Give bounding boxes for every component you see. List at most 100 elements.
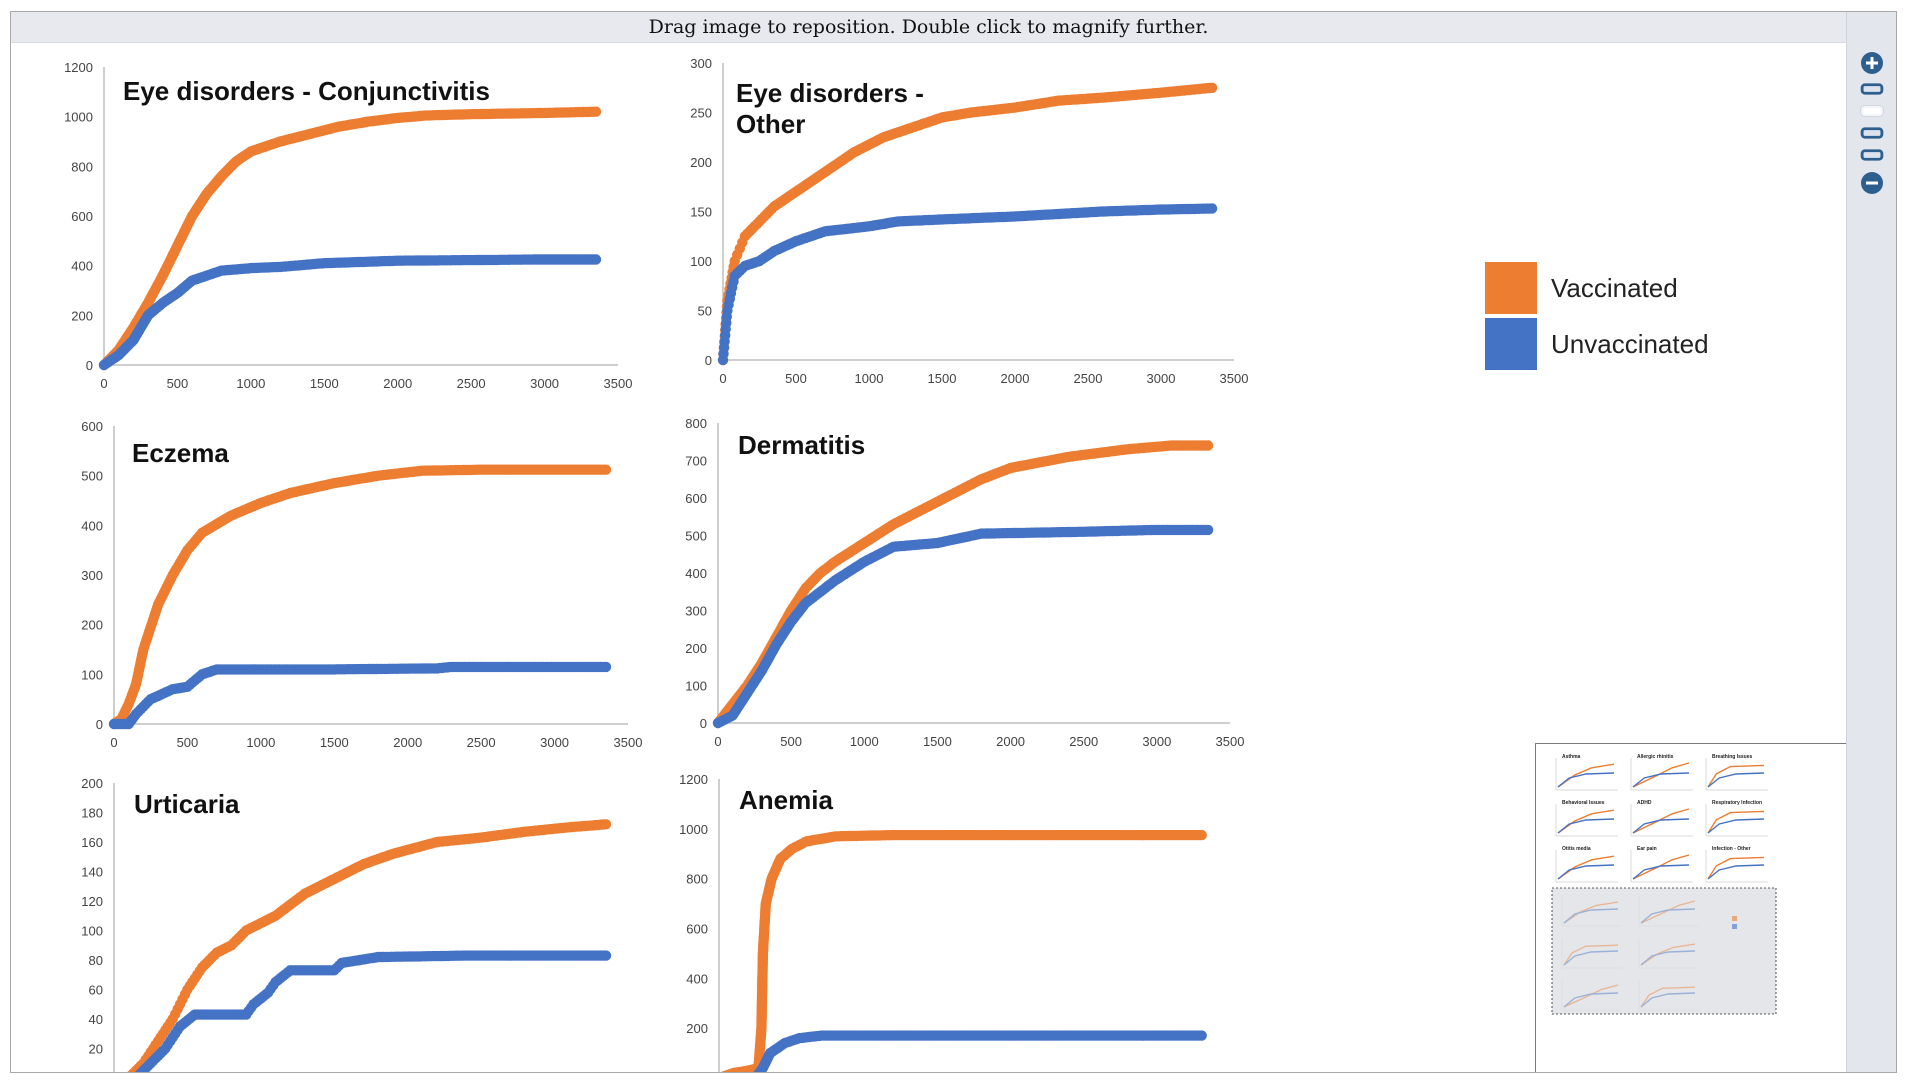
y-tick-label: 1000 (679, 822, 708, 837)
minimap-panel: Infection - Other (1705, 846, 1768, 883)
zoom-level-2[interactable] (1860, 102, 1884, 120)
series-unvaccinated (717, 203, 1218, 366)
instruction-bar: Drag image to reposition. Double click t… (11, 12, 1846, 43)
minimap-view-rect[interactable] (1551, 887, 1777, 1015)
chart-title: Eye disorders - (736, 78, 924, 108)
image-viewport[interactable]: 0 200 400 600 800 1000 1200 0 500 1000 1500 2000 250… (11, 43, 1846, 1072)
legend-item-unvaccinated: Unvaccinated (1485, 318, 1709, 370)
y-tick-label: 200 (81, 776, 103, 791)
y-tick-label: 250 (690, 106, 712, 121)
minimap-panel-title: Respiratory Infection (1712, 800, 1762, 806)
minimap-panel (1638, 938, 1699, 969)
y-tick-label: 200 (690, 155, 712, 170)
y-tick-label: 0 (700, 716, 707, 731)
y-tick-label: 600 (686, 922, 708, 937)
minimap-panel-title: ADHD (1637, 800, 1652, 806)
minimap-panel: ADHD (1630, 800, 1693, 837)
y-tick-label: 60 (89, 983, 103, 998)
zoom-level-bar-icon (1860, 149, 1884, 161)
y-tick-label: 200 (686, 1021, 708, 1036)
series-unvaccinated (712, 524, 1214, 729)
zoom-sidebar (1846, 12, 1896, 1072)
legend-swatch-vaccinated (1485, 262, 1537, 314)
x-tick-label: 2000 (996, 734, 1025, 749)
x-tick-label: 1500 (310, 376, 339, 391)
y-tick-label: 400 (81, 518, 103, 533)
x-tick-label: 500 (780, 734, 802, 749)
zoom-in-button[interactable] (1860, 50, 1884, 76)
x-tick-label: 2500 (457, 376, 486, 391)
x-tick-label: 2000 (383, 376, 412, 391)
data-point (600, 819, 612, 830)
series-vaccinated (720, 829, 1207, 1072)
minimap-panel (1561, 938, 1622, 969)
x-tick-label: 1000 (855, 371, 884, 386)
minimap-panel (1638, 896, 1699, 927)
y-tick-label: 180 (81, 806, 103, 821)
x-tick-label: 3500 (614, 735, 643, 750)
minimap-panel-title: Ear pain (1637, 846, 1657, 852)
data-point (1202, 440, 1214, 451)
y-tick-label: 700 (685, 454, 707, 469)
y-tick-label: 800 (686, 872, 708, 887)
minimap-panel-title: Infection - Other (1712, 846, 1751, 852)
zoom-level-bar-icon (1860, 127, 1884, 139)
x-tick-label: 1000 (850, 734, 879, 749)
y-tick-label: 150 (690, 205, 712, 220)
y-tick-label: 160 (81, 835, 103, 850)
x-tick-label: 1500 (928, 371, 957, 386)
series-unvaccinated (98, 254, 602, 371)
y-tick-label: 300 (690, 56, 712, 71)
minimap-panel-title: Breathing Issues (1712, 754, 1753, 760)
x-tick-label: 3000 (540, 735, 569, 750)
chart-title: Eczema (132, 438, 229, 468)
y-tick-label: 500 (81, 469, 103, 484)
minimap-panel-title: Allergic rhinitis (1637, 754, 1674, 760)
x-tick-label: 0 (100, 376, 107, 391)
zoom-out-button[interactable] (1860, 170, 1884, 196)
x-tick-label: 3000 (1142, 734, 1171, 749)
zoom-level-bar-icon (1860, 83, 1884, 95)
series-vaccinated (712, 440, 1214, 729)
series-unvaccinated (108, 661, 612, 730)
zoom-level-1[interactable] (1860, 80, 1884, 98)
y-tick-label: 140 (81, 865, 103, 880)
chart-title: Other (736, 109, 805, 139)
y-tick-label: 40 (89, 1012, 103, 1027)
chart-title: Urticaria (134, 789, 240, 819)
minimap-navigator[interactable]: Asthma Allergic rhinitis Breathing Issues B… (1535, 743, 1846, 1072)
y-tick-label: 0 (701, 1071, 708, 1072)
chart-panel-1: 0 200 400 600 800 1000 1200 0 500 1000 1500 2000 250… (64, 60, 632, 391)
minimap-panel (1561, 980, 1622, 1011)
legend-label-unvaccinated: Unvaccinated (1551, 328, 1709, 359)
y-tick-label: 400 (686, 971, 708, 986)
legend-item-vaccinated: Vaccinated (1485, 262, 1678, 314)
minimap-panel: Respiratory Infection (1705, 800, 1768, 837)
x-tick-label: 500 (177, 735, 199, 750)
chart-panel-5: 0204060801001201401601802000500100015002… (81, 776, 612, 1072)
y-tick-label: 200 (71, 308, 93, 323)
x-tick-label: 2500 (1069, 734, 1098, 749)
y-tick-label: 0 (96, 717, 103, 732)
chart-panel-6: 0 200 400 600 800 1000 1200 Anemia (679, 772, 1207, 1072)
legend-label-vaccinated: Vaccinated (1551, 272, 1678, 303)
y-tick-label: 400 (685, 566, 707, 581)
plus-circle-icon (1861, 52, 1883, 74)
data-point (600, 464, 612, 475)
x-tick-label: 1500 (320, 735, 349, 750)
x-tick-label: 1500 (923, 734, 952, 749)
chart-title: Anemia (739, 785, 833, 815)
zoom-level-3[interactable] (1860, 124, 1884, 142)
x-tick-label: 1000 (236, 376, 265, 391)
minimap-panel: Allergic rhinitis (1630, 754, 1693, 791)
zoom-level-4[interactable] (1860, 146, 1884, 164)
x-tick-label: 3500 (604, 376, 633, 391)
data-point (600, 950, 612, 961)
y-tick-label: 100 (81, 667, 103, 682)
data-point (1196, 1030, 1207, 1041)
minimap-panel-title: Asthma (1562, 754, 1581, 760)
data-point (1206, 82, 1218, 93)
y-tick-label: 20 (89, 1042, 103, 1057)
